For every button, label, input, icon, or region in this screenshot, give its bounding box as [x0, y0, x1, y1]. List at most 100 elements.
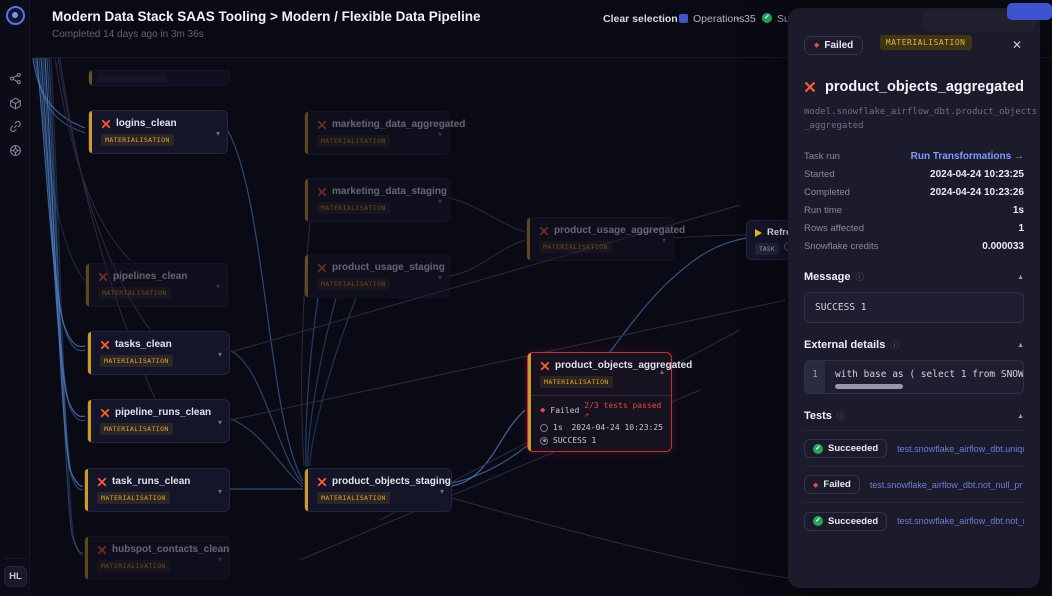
- info-icon[interactable]: ⓘ: [836, 411, 846, 422]
- detail-row: Run time 1s: [804, 201, 1024, 219]
- node-marketing-data-staging[interactable]: marketing_data_staging ▾ MATERIALISATION: [304, 178, 450, 222]
- info-icon[interactable]: ⓘ: [890, 340, 899, 351]
- pipelines-graph-icon[interactable]: [9, 72, 22, 85]
- detail-label: Snowflake credits: [804, 240, 879, 252]
- chevron-down-icon[interactable]: ▾: [217, 555, 222, 564]
- horizontal-scrollbar[interactable]: [835, 384, 903, 390]
- products-cube-icon[interactable]: [9, 97, 22, 110]
- chevron-down-icon[interactable]: ▾: [437, 130, 442, 139]
- node-label: marketing_data_staging: [332, 186, 448, 197]
- collapse-icon[interactable]: ▲: [1017, 341, 1024, 349]
- failed-diamond-icon: ◆: [540, 406, 546, 414]
- node-label: tasks_clean: [115, 339, 172, 350]
- run-status-subtitle: Completed 14 days ago in 3m 36s: [52, 29, 204, 40]
- tests-summary-link[interactable]: 2/3 tests passed ↗: [584, 401, 662, 419]
- detail-row: Task run Run Transformations →: [804, 147, 1024, 165]
- detail-label: Task run: [804, 150, 840, 162]
- node-pipelines-clean[interactable]: pipelines_clean ▾ MATERIALISATION: [85, 263, 228, 307]
- test-link[interactable]: test.snowflake_airflow_dbt.not_null_pr: [897, 516, 1024, 527]
- detail-value: 2024-04-24 10:23:26: [930, 186, 1024, 198]
- node-label: pipelines_clean: [113, 271, 188, 282]
- external-details-heading: External details: [804, 339, 886, 352]
- detail-value: 2024-04-24 10:23:25: [930, 168, 1024, 180]
- test-link[interactable]: test.snowflake_airflow_dbt.not_null_pr: [869, 479, 1023, 490]
- node-marketing-data-aggregated[interactable]: marketing_data_aggregated ▾ MATERIALISAT…: [304, 111, 465, 155]
- collapse-icon[interactable]: ▲: [1017, 273, 1024, 281]
- node-task-runs-clean[interactable]: task_runs_clean ▾ MATERIALISATION: [84, 468, 230, 512]
- node-hubspot-contacts-clean[interactable]: hubspot_contacts_clean ▾ MATERIALISATION: [84, 536, 230, 580]
- clear-selection-button[interactable]: Clear selection: [603, 13, 678, 25]
- clock-icon: [540, 423, 548, 432]
- detail-value: 1: [1018, 222, 1024, 234]
- node-message: SUCCESS 1: [553, 436, 597, 445]
- chevron-down-icon[interactable]: ▾: [217, 350, 222, 359]
- node-type-badge: MATERIALISATION: [317, 135, 390, 147]
- node-product-objects-aggregated-selected[interactable]: product_objects_aggregated ▴ MATERIALISA…: [527, 352, 692, 452]
- succeeded-filter[interactable]: Su: [777, 13, 790, 25]
- chevron-down-icon[interactable]: ▾: [437, 197, 442, 206]
- node-divider: [528, 395, 671, 396]
- status-badge-label: Failed: [824, 39, 854, 51]
- status-badge: ◆ Failed: [804, 35, 864, 55]
- breadcrumb-title: Modern Data Stack SAAS Tooling > Modern …: [52, 9, 481, 24]
- node-product-usage-aggregated[interactable]: product_usage_aggregated ▾ MATERIALISATI…: [526, 217, 685, 261]
- dbt-icon: [97, 545, 107, 554]
- message-body: SUCCESS 1: [804, 292, 1024, 324]
- chevron-down-icon[interactable]: ▾: [439, 487, 444, 496]
- close-icon[interactable]: ✕: [1011, 38, 1022, 52]
- primary-button-partial[interactable]: [1007, 3, 1052, 20]
- node-runtime: 1s: [553, 423, 563, 432]
- chevron-down-icon[interactable]: ▾: [217, 487, 222, 496]
- header-divider: [36, 57, 1052, 58]
- failed-diamond-icon: ◆: [814, 41, 820, 49]
- sidebar: HL: [0, 0, 30, 596]
- sidebar-divider: [5, 558, 26, 559]
- node-type-badge: MATERIALISATION: [100, 355, 173, 367]
- node-type-badge: MATERIALISATION: [97, 560, 170, 572]
- test-link[interactable]: test.snowflake_airflow_dbt.unique_pro: [897, 443, 1024, 454]
- detail-value: 1s: [1012, 204, 1024, 216]
- node-pipeline-runs-clean[interactable]: pipeline_runs_clean ▾ MATERIALISATION: [87, 399, 230, 443]
- dbt-icon: [539, 226, 549, 235]
- operations-filter[interactable]: Operations: [693, 13, 745, 25]
- task-run-link[interactable]: Run Transformations →: [910, 150, 1024, 162]
- chevron-down-icon[interactable]: ▾: [661, 236, 666, 245]
- node-type-badge: MATERIALISATION: [317, 202, 390, 214]
- materialisation-badge: MATERIALISATION: [879, 35, 972, 50]
- detail-label: Rows affected: [804, 222, 865, 234]
- app-logo-icon[interactable]: [6, 6, 25, 25]
- code-line-number: 1: [805, 361, 825, 394]
- node-product-objects-staging[interactable]: product_objects_staging ▾ MATERIALISATIO…: [304, 468, 452, 512]
- node-product-usage-staging[interactable]: product_usage_staging ▾ MATERIALISATION: [304, 254, 450, 298]
- chevron-up-icon[interactable]: ▴: [659, 367, 664, 376]
- integrations-link-icon[interactable]: [9, 120, 22, 133]
- detail-label: Completed: [804, 186, 850, 198]
- chevron-down-icon[interactable]: ▾: [215, 282, 220, 291]
- node-logins-clean[interactable]: logins_clean ▾ MATERIALISATION: [88, 110, 228, 154]
- user-avatar[interactable]: HL: [4, 566, 27, 587]
- chevron-down-icon[interactable]: ▾: [437, 273, 442, 282]
- panel-title: product_objects_aggregated: [824, 78, 1024, 95]
- node-timestamp: 2024-04-24 10:23:25: [571, 423, 663, 432]
- node-type-badge: MATERIALISATION: [539, 241, 612, 253]
- detail-label: Run time: [804, 204, 843, 216]
- node-type-badge: MATERIALISATION: [97, 492, 170, 504]
- node-tasks-clean[interactable]: tasks_clean ▾ MATERIALISATION: [87, 331, 230, 375]
- dbt-icon: [100, 340, 110, 349]
- node-clipped[interactable]: [88, 70, 230, 86]
- chevron-down-icon[interactable]: ▾: [217, 418, 222, 427]
- chevron-down-icon[interactable]: ▾: [215, 129, 220, 138]
- node-label: product_objects_staging: [332, 476, 451, 487]
- test-status-label: Succeeded: [828, 515, 879, 527]
- node-label: product_usage_staging: [332, 262, 445, 273]
- node-status-label: Failed: [550, 405, 580, 415]
- detail-row: Completed 2024-04-24 10:23:26: [804, 183, 1024, 201]
- test-row: ✓ Succeeded test.snowflake_airflow_dbt.n…: [804, 503, 1024, 539]
- dbt-icon: [317, 120, 327, 129]
- info-icon[interactable]: ⓘ: [855, 272, 864, 283]
- collapse-icon[interactable]: ▲: [1017, 412, 1024, 420]
- api-globe-icon[interactable]: [9, 144, 22, 157]
- dbt-icon: [317, 187, 327, 196]
- detail-row: Snowflake credits 0.000033: [804, 237, 1024, 255]
